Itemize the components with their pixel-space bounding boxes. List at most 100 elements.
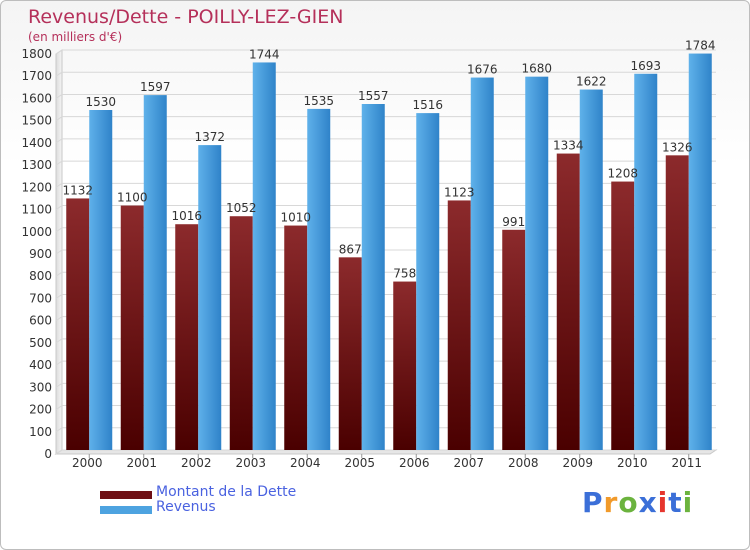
gridline-side (55, 160, 63, 166)
gridline-side (55, 49, 63, 55)
gridline-side (55, 360, 63, 366)
y-tick-label: 1800 (21, 47, 52, 61)
data-label-revenus: 1676 (467, 63, 498, 77)
data-label-revenus: 1597 (140, 80, 171, 94)
bar-dette (393, 281, 417, 450)
data-label-dette: 1010 (280, 211, 311, 225)
gridline-side (55, 294, 63, 299)
bar-dette (66, 198, 90, 450)
y-tick-label: 0 (44, 447, 52, 461)
bar-revenus (143, 95, 167, 450)
x-tick-label: 2009 (562, 456, 593, 470)
data-label-revenus: 1680 (521, 62, 552, 76)
bar-revenus (361, 104, 385, 450)
data-label-dette: 1326 (662, 140, 693, 154)
y-tick-label: 400 (29, 358, 52, 372)
gridline-side (55, 249, 63, 255)
bar-dette (229, 216, 253, 450)
gridline-side (55, 227, 63, 233)
x-tick-label: 2010 (617, 456, 648, 470)
data-label-dette: 1208 (607, 167, 638, 181)
chart-floor (54, 449, 718, 455)
gridline-side (55, 405, 63, 410)
x-tick-label: 2011 (671, 456, 702, 470)
bar-dette (338, 257, 362, 450)
bar-revenus (579, 89, 603, 451)
gridline-side (55, 138, 63, 144)
x-tick-label: 2006 (399, 456, 430, 470)
y-tick-label: 500 (29, 336, 52, 350)
x-tick-label: 2007 (453, 456, 484, 470)
logo-letter: x (638, 486, 658, 519)
legend-swatch-dette (100, 491, 152, 499)
legend-label-revenus: Revenus (156, 499, 216, 515)
y-tick-label: 900 (29, 247, 52, 261)
bar-revenus (198, 145, 222, 450)
gridline-side (55, 338, 63, 344)
data-label-revenus: 1744 (249, 47, 280, 61)
y-tick-label: 1700 (21, 69, 52, 83)
bar-revenus (470, 77, 494, 451)
logo-letter: i (657, 486, 669, 519)
gridline-side (55, 116, 63, 122)
bar-dette (175, 224, 199, 450)
data-label-dette: 1016 (171, 209, 202, 223)
bar-dette (502, 229, 526, 450)
x-tick-label: 2008 (508, 456, 539, 470)
gridline-side (55, 182, 63, 188)
y-tick-label: 1000 (21, 225, 52, 239)
gridline-side (55, 94, 63, 99)
y-tick-label: 300 (29, 380, 52, 394)
legend-swatch-revenus (100, 506, 152, 514)
y-tick-label: 1400 (21, 136, 52, 150)
logo-letter: t (668, 486, 683, 519)
data-label-dette: 1100 (117, 191, 148, 205)
data-label-dette: 867 (339, 242, 362, 256)
bar-revenus (89, 110, 113, 450)
proxiti-logo: Proxiti (582, 486, 693, 519)
data-label-revenus: 1535 (303, 94, 334, 108)
y-tick-label: 800 (29, 269, 52, 283)
y-tick-label: 1300 (21, 158, 52, 172)
y-tick-label: 600 (29, 314, 52, 328)
y-tick-label: 1100 (21, 203, 52, 217)
bar-dette (284, 225, 308, 450)
bar-revenus (688, 53, 712, 451)
y-tick-label: 1500 (21, 114, 52, 128)
data-label-dette: 758 (393, 267, 416, 281)
bar-revenus (416, 113, 440, 450)
bar-revenus (252, 62, 276, 450)
bar-dette (120, 205, 144, 450)
data-label-dette: 1132 (62, 183, 93, 197)
logo-letter: r (603, 486, 619, 519)
y-tick-label: 200 (29, 403, 52, 417)
bar-dette (665, 155, 689, 451)
chart-subtitle: (en milliers d'€) (28, 30, 123, 44)
logo-letter: i (682, 486, 694, 519)
gridline-side (55, 427, 63, 433)
x-tick-label: 2005 (344, 456, 375, 470)
data-label-revenus: 1784 (685, 39, 716, 53)
data-label-revenus: 1530 (85, 95, 116, 109)
bar-dette (447, 200, 471, 450)
logo-letter: o (618, 486, 639, 519)
data-label-revenus: 1516 (412, 98, 443, 112)
gridline-side (55, 382, 63, 388)
x-tick-label: 2002 (181, 456, 212, 470)
data-label-revenus: 1557 (358, 89, 389, 103)
data-label-revenus: 1622 (576, 75, 607, 89)
legend-label-dette: Montant de la Dette (156, 484, 297, 500)
gridline-side (55, 449, 63, 455)
data-label-revenus: 1693 (630, 59, 661, 73)
bar-revenus (525, 76, 549, 451)
chart-title: Revenus/Dette - POILLY-LEZ-GIEN (28, 6, 344, 28)
bar-dette (611, 181, 635, 451)
x-tick-label: 2001 (126, 456, 157, 470)
bar-revenus (307, 108, 331, 450)
y-tick-label: 700 (29, 291, 52, 305)
data-label-revenus: 1372 (194, 130, 225, 144)
y-tick-label: 100 (29, 425, 52, 439)
data-label-dette: 1123 (444, 185, 475, 199)
data-label-dette: 1052 (226, 201, 257, 215)
